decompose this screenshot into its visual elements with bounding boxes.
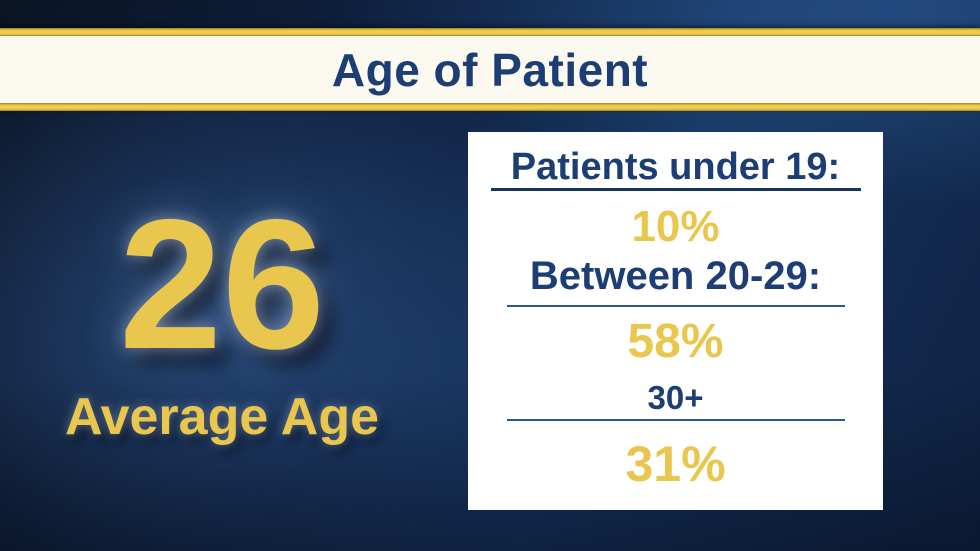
average-age-value: 26	[119, 182, 325, 388]
gold-stripe-top	[0, 28, 980, 36]
divider-20-29	[506, 305, 845, 307]
gold-stripe-bottom	[0, 103, 980, 111]
divider-30-plus	[506, 419, 845, 421]
divider-under-19	[490, 188, 861, 191]
title-banner: Age of Patient	[0, 28, 980, 111]
average-age-label: Average Age	[64, 388, 380, 446]
title-band: Age of Patient	[0, 36, 980, 103]
age-group-label-20-29: Between 20-29:	[529, 254, 822, 298]
age-group-value-20-29: 58%	[627, 315, 724, 368]
age-group-value-under-19: 10%	[631, 202, 720, 251]
age-breakdown-card: Patients under 19: 10% Between 20-29: 58…	[468, 132, 883, 510]
age-group-label-under-19: Patients under 19:	[510, 146, 841, 188]
page-title: Age of Patient	[331, 43, 649, 96]
age-group-value-30-plus: 31%	[625, 436, 726, 492]
age-group-label-30-plus: 30+	[647, 379, 704, 416]
